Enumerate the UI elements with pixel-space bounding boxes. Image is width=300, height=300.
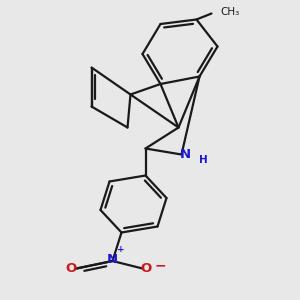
Text: +: + [117, 245, 125, 254]
Text: N: N [107, 253, 118, 266]
Text: CH₃: CH₃ [220, 7, 239, 17]
Text: N: N [179, 148, 191, 161]
Text: −: − [155, 259, 166, 272]
Text: H: H [199, 155, 208, 165]
Text: O: O [65, 262, 77, 275]
Text: O: O [140, 262, 152, 275]
